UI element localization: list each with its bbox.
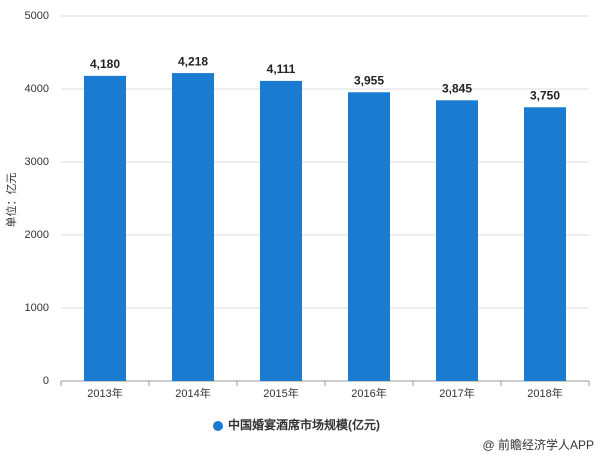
y-tick-label: 4000 — [25, 83, 49, 95]
y-tick-label: 0 — [43, 375, 49, 387]
bar — [84, 75, 126, 382]
x-tick-label: 2018年 — [527, 386, 562, 400]
y-axis-label: 单位：亿元 — [4, 173, 18, 228]
source: @ 前瞻经济学人APP — [482, 437, 594, 452]
legend-marker — [213, 421, 223, 431]
y-tick-label: 1000 — [25, 302, 49, 314]
value-label: 3,955 — [354, 73, 384, 87]
bar — [348, 92, 390, 381]
x-tick-label: 2017年 — [439, 386, 474, 400]
y-tick-label: 2000 — [25, 229, 49, 241]
bar — [172, 73, 214, 381]
value-label: 4,111 — [267, 62, 296, 76]
x-tick-label: 2014年 — [175, 386, 210, 400]
legend-label: 中国婚宴酒席市场规模(亿元) — [228, 417, 380, 432]
x-tick-label: 2015年 — [263, 386, 298, 400]
bar — [436, 100, 478, 381]
value-label: 3,750 — [530, 88, 560, 102]
x-tick-label: 2013年 — [87, 386, 122, 400]
y-tick-label: 3000 — [25, 156, 49, 168]
bar — [260, 80, 302, 381]
value-label: 3,845 — [442, 81, 472, 95]
value-label: 4,180 — [90, 57, 120, 71]
bar — [524, 107, 566, 381]
y-tick-label: 5000 — [25, 10, 49, 22]
value-label: 4,218 — [178, 54, 208, 68]
x-tick-label: 2016年 — [351, 386, 386, 400]
